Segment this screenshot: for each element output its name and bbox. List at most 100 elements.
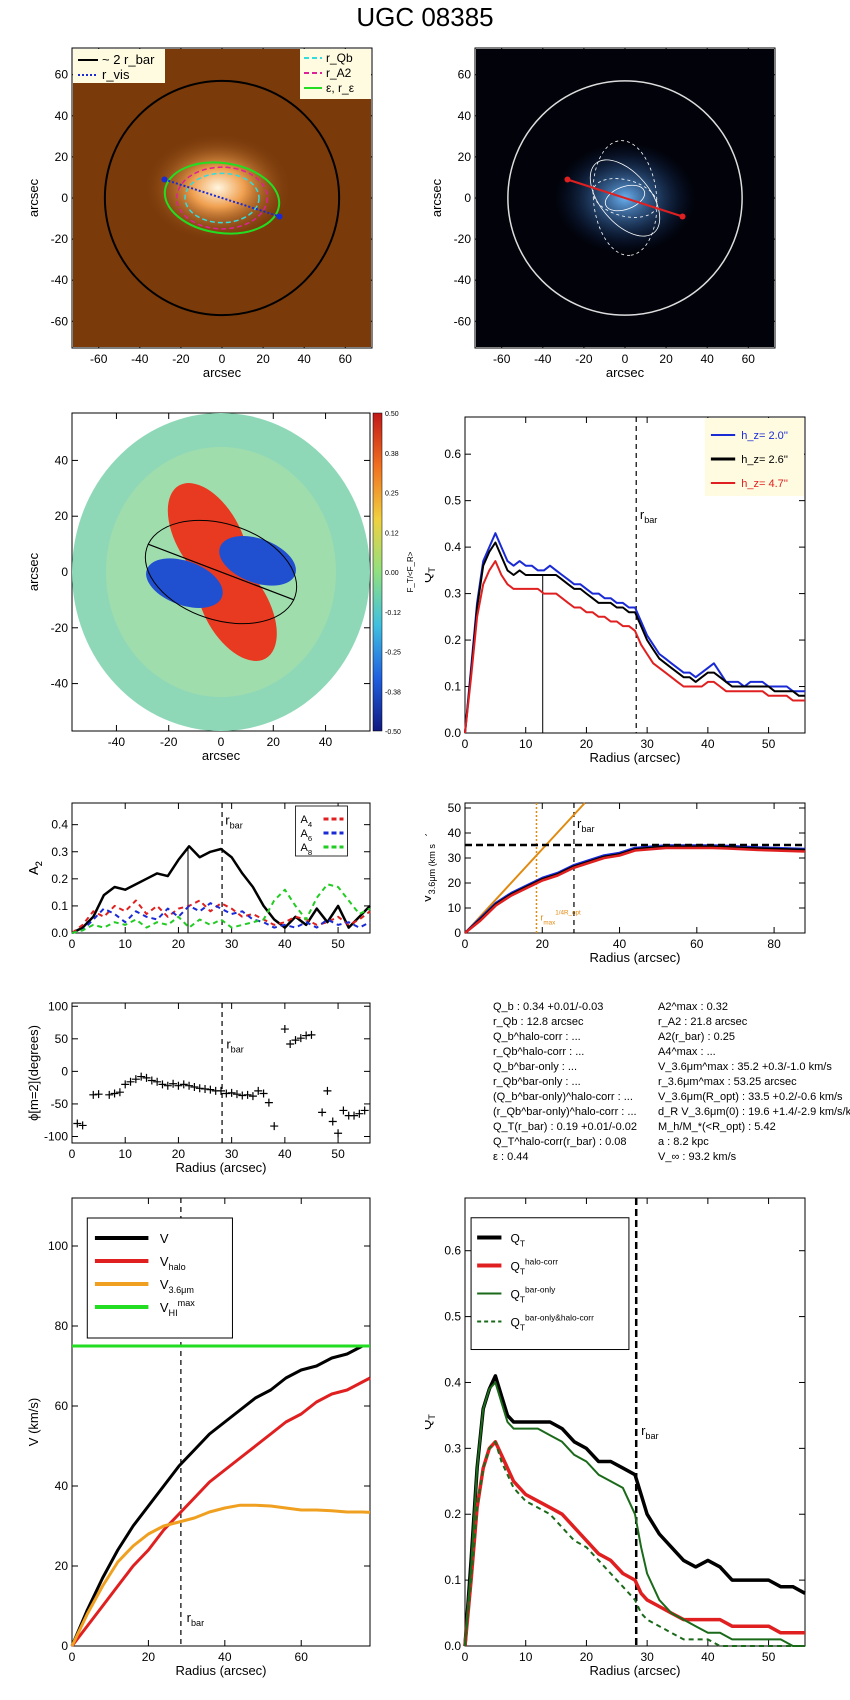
phase-point (227, 1088, 236, 1097)
y-tick-label: 40 (458, 109, 472, 123)
phase-point (190, 1083, 199, 1091)
phase-point (259, 1089, 268, 1098)
phase-point (105, 1090, 114, 1099)
x-tick-label: 40 (278, 1147, 292, 1161)
x-tick-label: -20 (575, 352, 593, 366)
legend-label: QTbar-only (511, 1285, 557, 1305)
x-tick-label: 0 (69, 1147, 76, 1161)
phase-point (270, 1122, 279, 1131)
plot-frame (464, 802, 806, 934)
x-tick-label: 40 (701, 737, 715, 751)
stats-row: Q_b^bar-only : ... V_3.6μm^max : 35.2 +0.… (493, 1060, 848, 1075)
rmax-label: rmax1/4R_opt (540, 910, 581, 927)
x-tick-label: 0 (462, 1650, 469, 1664)
y-tick-label: 0.2 (444, 633, 461, 647)
deprojected-image-panel: -60 -40 -20 0 20 40 60 -60 -40 -20 0 20 40 60 arcsec ar… (26, 47, 373, 380)
y-tick-label: 0.2 (51, 872, 68, 886)
x-tick-label: 20 (580, 737, 594, 751)
phase-point (318, 1108, 327, 1117)
x-tick-label: 0 (462, 737, 469, 751)
phase-point (217, 1086, 225, 1095)
x-axis-label: arcsec (203, 365, 242, 380)
y-tick-label: 0.6 (444, 1244, 461, 1258)
y-tick-label: -50 (51, 1097, 69, 1111)
y-tick-label: 0 (464, 191, 471, 205)
rot-series-0 (70, 1344, 370, 1647)
y-axis-label: V3.6μm (km s-1) (425, 833, 437, 903)
phase-point (94, 1090, 103, 1099)
legend-box (470, 1217, 630, 1351)
x-tick-label: 20 (536, 937, 550, 951)
qt-series-2 (464, 560, 805, 734)
y-tick-label: 0.3 (444, 587, 461, 601)
legend-label: QTbar-only&halo-corr (511, 1313, 595, 1333)
qtc-series-0 (463, 1374, 806, 1647)
legend-label: A6 (301, 828, 313, 843)
x-tick-label: 0 (218, 735, 225, 749)
phase-point (110, 1089, 119, 1098)
y-tick-label: 0.3 (51, 845, 68, 859)
phase-point (206, 1085, 215, 1094)
y-tick-label: -100 (44, 1129, 68, 1143)
phase-point (121, 1080, 130, 1089)
x-tick-label: -40 (534, 352, 552, 366)
stats-cell: V_3.6μm^max : 35.2 +0.3/-1.0 km/s (658, 1061, 832, 1073)
phase-point (264, 1098, 273, 1107)
x-axis-label: Radius (arcsec) (175, 1160, 266, 1175)
y-axis-label: A2 (26, 861, 44, 875)
stats-cell: r_3.6μm^max : 53.25 arcsec (658, 1076, 797, 1088)
y-tick-label: 0.1 (444, 680, 461, 694)
plot-frame (464, 416, 806, 734)
y-tick-label: 0 (61, 565, 68, 579)
x-axis-label: Radius (arcsec) (589, 1663, 680, 1678)
stats-cell: r_Qb^bar-only : ... (493, 1076, 581, 1088)
x-tick-label: 40 (218, 1650, 232, 1664)
phase-point (302, 1031, 311, 1040)
rbar-label: rbar (640, 507, 658, 525)
ellipse-epsilon (163, 161, 281, 235)
stats-cell: A2^max : 0.32 (658, 1001, 728, 1013)
v-series-0 (464, 844, 806, 934)
colorbar-tick-label: -0.12 (385, 610, 401, 617)
force-contour (592, 178, 658, 218)
phase-point (360, 1106, 369, 1115)
y-tick-label: -40 (454, 273, 472, 287)
rvis-end (276, 213, 283, 220)
stats-cell: V_∞ : 93.2 km/s (658, 1151, 737, 1163)
colorbar-tick-label: -0.38 (385, 689, 401, 696)
x-tick-label: 20 (580, 1650, 594, 1664)
x-tick-label: 10 (119, 1147, 133, 1161)
legend-left-box (73, 49, 165, 83)
stats-cell: V_3.6μm(R_opt) : 33.5 +0.2/-0.6 km/s (658, 1091, 843, 1103)
phase-point (147, 1076, 156, 1085)
phase-point (296, 1034, 305, 1043)
legend-label: r_Qb (326, 51, 353, 65)
legend-label: A4 (301, 814, 313, 829)
y-tick-label: -40 (51, 677, 69, 691)
x-tick-label: 60 (339, 352, 353, 366)
y-tick-label: 0.4 (444, 1375, 461, 1389)
y-tick-label: 60 (55, 1399, 69, 1413)
x-tick-label: 40 (298, 352, 312, 366)
legend-label: Vhalo (160, 1254, 186, 1272)
force-contour (604, 184, 646, 212)
stats-cell: A4^max : ... (658, 1046, 716, 1058)
x-tick-label: -20 (160, 735, 178, 749)
phase-point (89, 1090, 98, 1099)
legend-label: A8 (301, 842, 313, 857)
x-tick-label: 60 (742, 352, 756, 366)
y-tick-label: 50 (55, 1032, 69, 1046)
y-tick-label: 0 (61, 191, 68, 205)
legend-label: r_vis (102, 67, 130, 82)
x-axis-label: arcsec (606, 365, 645, 380)
stats-row: r_Qb^bar-only : ... r_3.6μm^max : 53.25 a… (493, 1075, 848, 1090)
y-axis-label: A2 (26, 861, 44, 875)
stats-cell: Q_b^bar-only : ... (493, 1061, 578, 1073)
stats-cell: M_h/M_*(<R_opt) : 5.42 (658, 1121, 776, 1133)
phase-point (158, 1080, 167, 1089)
colorbar-tick-label: -0.50 (385, 729, 401, 736)
x-tick-label: 40 (278, 937, 292, 951)
colorbar (372, 412, 383, 732)
y-axis-label: arcsec (429, 178, 444, 217)
galaxy-glow (142, 132, 293, 243)
